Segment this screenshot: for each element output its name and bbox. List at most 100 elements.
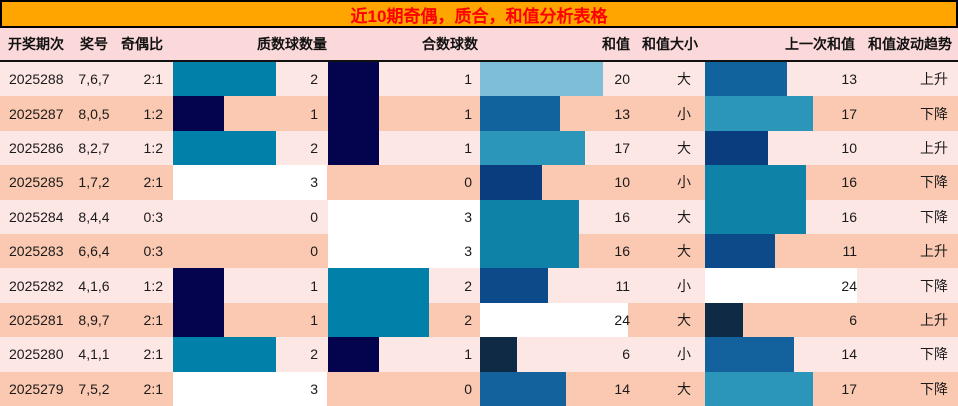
sum-value-bar [480,96,560,131]
cell-sum-trend: 上升 [920,71,948,88]
cell-sum-trend: 下降 [920,208,948,225]
prev-sum-bar [705,268,857,303]
cell-winning-numbers: 8,9,7 [78,312,110,329]
prime-count-bar [173,268,224,303]
header-composite-count: 合数球数 [422,36,478,52]
cell-odd-even-ratio: 2:1 [143,174,163,191]
composite-count-bar [328,302,429,338]
composite-count-bar [328,199,480,235]
cell-odd-even-ratio: 2:1 [143,71,163,88]
cell-composite-count: 3 [328,199,480,235]
table-body: 2025288 7,6,7 2:1 2 1 20 大 13 上升 2025287… [0,62,958,406]
cell-sum-value: 20 [480,62,640,97]
cell-period: 2025283 [9,243,64,260]
cell-winning-numbers: 4,1,1 [78,346,110,363]
table-row: 2025280 4,1,1 2:1 2 1 6 小 14 下降 [0,337,958,372]
cell-odd-even-ratio: 1:2 [143,140,163,157]
cell-sum-value: 11 [480,268,640,303]
header-nums: 奖号 [80,36,108,52]
prev-sum-bar [705,130,768,166]
cell-period: 2025287 [9,105,64,122]
cell-composite-count: 1 [328,130,480,166]
cell-winning-numbers: 8,4,4 [78,208,110,225]
cell-winning-numbers: 7,6,7 [78,71,110,88]
prime-count-bar [173,96,224,131]
cell-sum-size: 小 [677,346,691,363]
cell-odd-even-ratio: 0:3 [143,208,163,225]
table-title: 近10期奇偶，质合，和值分析表格 [350,6,608,26]
cell-sum-value: 13 [480,96,640,131]
cell-prev-sum: 24 [705,268,863,303]
cell-sum-trend: 上升 [920,140,948,157]
header-period: 开奖期次 [8,36,64,52]
composite-count-bar [328,62,379,97]
prev-sum-bar [705,62,787,97]
cell-period: 2025282 [9,277,64,294]
cell-composite-count: 1 [328,337,480,372]
cell-sum-size: 小 [677,174,691,191]
cell-prime-count: 1 [168,268,328,303]
prime-count-bar [173,302,224,338]
sum-value-bar [480,371,566,406]
cell-prime-count: 3 [168,165,328,200]
table-row: 2025282 4,1,6 1:2 1 2 11 小 24 下降 [0,268,958,303]
header-sum-size: 和值大小 [642,36,698,52]
cell-odd-even-ratio: 2:1 [143,312,163,329]
cell-prime-count: 3 [168,371,328,406]
cell-sum-value: 10 [480,165,640,200]
cell-winning-numbers: 7,5,2 [78,380,110,397]
cell-prime-count: 0 [310,208,318,225]
cell-period: 2025279 [9,380,64,397]
cell-prime-count: 2 [168,130,328,166]
cell-winning-numbers: 4,1,6 [78,277,110,294]
cell-odd-even-ratio: 2:1 [143,380,163,397]
sum-value-bar [480,302,628,338]
prev-sum-bar [705,96,813,131]
cell-period: 2025280 [9,346,64,363]
cell-sum-size: 大 [677,208,691,225]
cell-winning-numbers: 8,2,7 [78,140,110,157]
cell-prev-sum: 14 [705,337,863,372]
cell-composite-count: 2 [328,302,480,338]
cell-sum-value: 17 [480,130,640,166]
cell-prev-sum: 17 [705,371,863,406]
sum-value-bar [480,234,579,269]
sum-value-bar [480,165,542,200]
cell-sum-size: 大 [677,71,691,88]
sum-value-bar [480,199,579,235]
table-row: 2025285 1,7,2 2:1 3 0 10 小 16 下降 [0,165,958,200]
cell-sum-trend: 上升 [920,312,948,329]
prev-sum-bar [705,234,775,269]
cell-sum-size: 大 [677,140,691,157]
composite-count-bar [328,96,379,131]
cell-sum-value: 6 [480,337,640,372]
cell-prev-sum: 6 [705,302,863,338]
cell-sum-trend: 下降 [920,346,948,363]
cell-prime-count: 1 [168,96,328,131]
cell-period: 2025286 [9,140,64,157]
sum-value-bar [480,130,585,166]
cell-odd-even-ratio: 1:2 [143,277,163,294]
cell-odd-even-ratio: 2:1 [143,346,163,363]
table-row: 2025283 6,6,4 0:3 0 3 16 大 11 上升 [0,234,958,269]
cell-winning-numbers: 8,0,5 [78,105,110,122]
prev-sum-bar [705,371,813,406]
cell-odd-even-ratio: 1:2 [143,105,163,122]
prime-count-bar [173,130,276,166]
cell-sum-value: 16 [480,199,640,235]
table-title-bar: 近10期奇偶，质合，和值分析表格 [0,0,958,28]
prev-sum-bar [705,337,794,372]
cell-sum-size: 大 [677,312,691,329]
cell-sum-size: 大 [677,380,691,397]
header-sum-trend: 和值波动趋势 [868,36,952,52]
cell-composite-count: 3 [328,234,480,269]
cell-sum-value: 16 [480,234,640,269]
composite-count-bar [328,234,480,269]
cell-period: 2025281 [9,312,64,329]
cell-prime-count: 0 [310,243,318,260]
sum-value-bar [480,337,517,372]
cell-sum-size: 小 [677,277,691,294]
sum-value-bar [480,62,603,97]
cell-sum-trend: 下降 [920,277,948,294]
